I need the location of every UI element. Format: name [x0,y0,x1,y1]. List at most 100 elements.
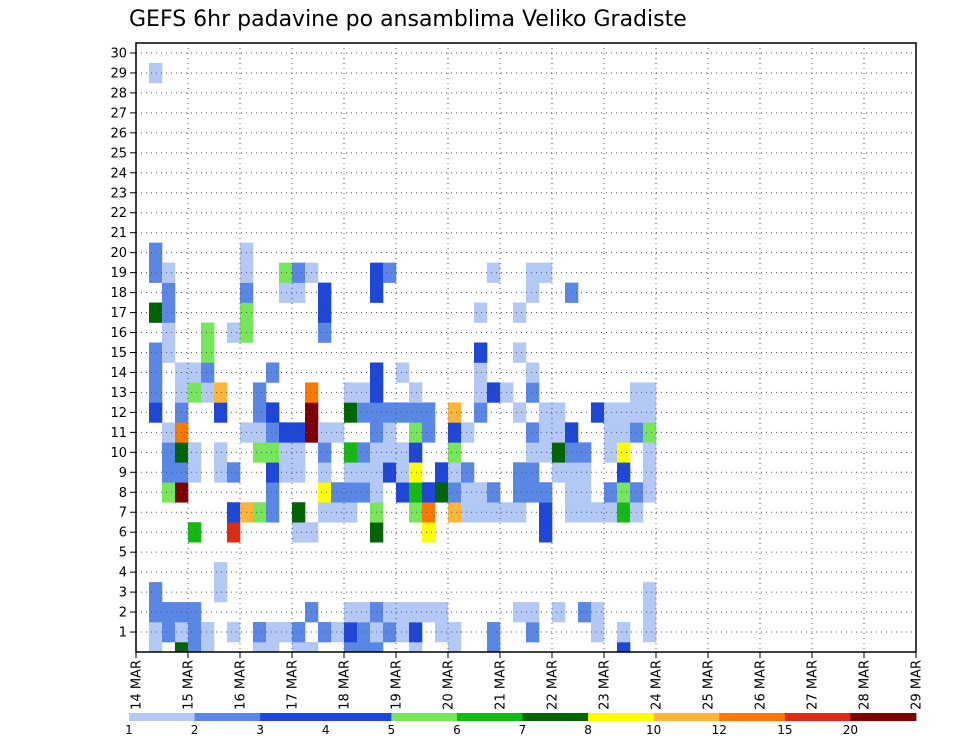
heatmap-cell [591,622,605,643]
heatmap-cell [162,322,176,343]
heatmap-cell [201,382,215,403]
heatmap-cell [214,562,228,583]
heatmap-cell [578,602,592,623]
heatmap-cell [344,482,358,503]
heatmap-cell [149,582,163,603]
legend-swatch [325,713,392,721]
heatmap-cell [526,422,540,443]
heatmap-cell [643,382,657,403]
heatmap-cell [162,282,176,303]
heatmap-cell [201,342,215,363]
heatmap-cell [383,402,397,423]
heatmap-cell [253,402,267,423]
heatmap-cell [643,602,657,623]
heatmap-cell [474,342,488,363]
member-tick-label: 13 [110,386,127,401]
heatmap-cell [487,262,501,283]
heatmap-cell [357,482,371,503]
date-tick-label: 23 MAR [598,660,613,710]
heatmap-cell [149,242,163,263]
legend-label: 6 [453,723,461,737]
legend-label: 4 [322,723,330,737]
heatmap-cell [539,402,553,423]
heatmap-cell [149,62,163,84]
heatmap-cell [201,622,215,643]
heatmap-cell [214,582,228,603]
heatmap-cell [344,622,358,643]
heatmap-cell [227,502,241,523]
heatmap-cell [552,442,566,463]
heatmap-cell [344,502,358,523]
heatmap-cell [604,442,618,463]
heatmap-cell [188,442,202,463]
heatmap-cell [201,322,215,343]
heatmap-cell [617,422,631,443]
heatmap-cell [344,402,358,423]
heatmap-cell [279,462,293,483]
heatmap-cell [279,422,293,443]
heatmap-cell [318,502,332,523]
heatmap-cell [474,482,488,503]
heatmap-cell [409,622,423,643]
heatmap-cell [292,642,306,653]
heatmap-cell [162,262,176,283]
member-tick-label: 29 [110,66,127,81]
heatmap-cell [383,442,397,463]
heatmap-cell [617,462,631,483]
heatmap-cell [487,382,501,403]
heatmap-cell [643,402,657,423]
heatmap-cell [188,602,202,623]
heatmap-cell [357,382,371,403]
date-tick-label: 15 MAR [182,660,197,710]
heatmap-cell [266,502,280,523]
heatmap-cell [604,482,618,503]
heatmap-cell [448,482,462,503]
heatmap-cell [487,502,501,523]
legend-label: 20 [843,723,858,737]
legend-swatch [456,713,523,721]
heatmap-cell [578,442,592,463]
heatmap-cell [266,422,280,443]
heatmap-cell [227,622,241,643]
heatmap-cell [266,482,280,503]
date-tick-label: 24 MAR [650,660,665,710]
heatmap-cell [604,402,618,423]
heatmap-cell [422,422,436,443]
heatmap-cell [617,502,631,523]
heatmap-cell [357,622,371,643]
heatmap-cell [149,362,163,383]
heatmap-cell [331,482,345,503]
date-tick-label: 28 MAR [858,660,873,710]
heatmap-cell [617,442,631,463]
heatmap-cell [292,422,306,443]
heatmap-cell [162,602,176,623]
heatmap-cell [552,402,566,423]
heatmap-cell [253,622,267,643]
legend-swatch [850,713,917,721]
heatmap-cell [279,442,293,463]
heatmap-cell [409,502,423,523]
member-tick-label: 20 [110,246,127,261]
heatmap-cell [448,442,462,463]
heatmap-cell [227,522,241,543]
heatmap-cell [526,382,540,403]
heatmap-cell [422,502,436,523]
heatmap-cell [643,582,657,603]
legend-swatch [719,713,786,721]
heatmap-cell [344,442,358,463]
member-tick-label: 28 [110,86,127,101]
member-tick-label: 30 [110,46,127,61]
heatmap-cell [344,642,358,653]
heatmap-cell [162,302,176,323]
heatmap-cell [643,422,657,443]
legend-swatch [784,713,851,721]
legend-swatch [129,713,195,721]
member-tick-label: 4 [119,566,127,581]
heatmap-cell [604,422,618,443]
plot-frame [135,42,917,653]
member-tick-label: 25 [110,146,127,161]
member-tick-label: 18 [110,286,127,301]
heatmap-cell [513,462,527,483]
heatmap-cell [227,462,241,483]
heatmap-cell [539,502,553,523]
